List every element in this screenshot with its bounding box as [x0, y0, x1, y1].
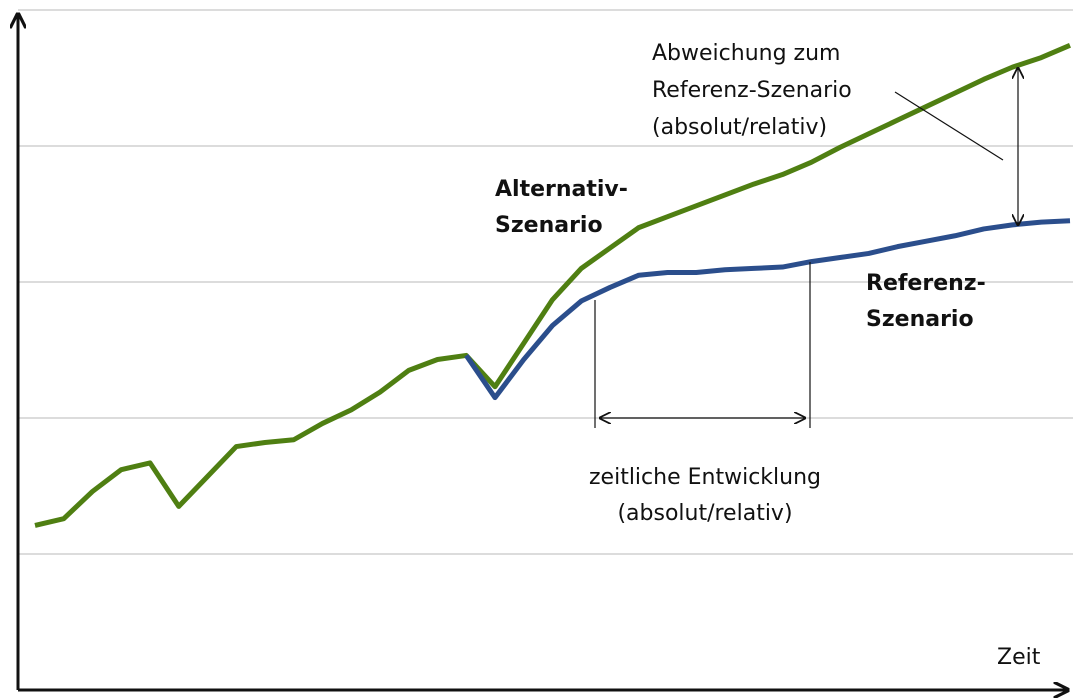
series-label-line: Szenario — [495, 213, 603, 238]
x-axis-label: Zeit — [997, 645, 1041, 670]
annotation: (absolut/relativ) — [652, 115, 827, 140]
annotation: (absolut/relativ) — [617, 501, 792, 526]
series-label: Alternativ- Szenario — [495, 177, 628, 238]
annotation: Referenz-Szenario — [652, 78, 852, 103]
leader-line — [894, 91, 1004, 161]
lines — [34, 43, 1071, 528]
series-line — [464, 218, 1071, 401]
series-label-line: Referenz- — [866, 271, 986, 296]
series-line — [34, 43, 1071, 528]
series-label-line: Szenario — [866, 307, 974, 332]
annotation: zeitliche Entwicklung — [589, 465, 821, 490]
labels: Alternativ- Szenario Referenz- Szenario Abwe… — [495, 41, 986, 526]
grid — [18, 9, 1073, 555]
series-label: Referenz- Szenario — [866, 271, 986, 332]
series-label-line: Alternativ- — [495, 177, 628, 202]
annotation: Abweichung zum — [652, 41, 840, 66]
